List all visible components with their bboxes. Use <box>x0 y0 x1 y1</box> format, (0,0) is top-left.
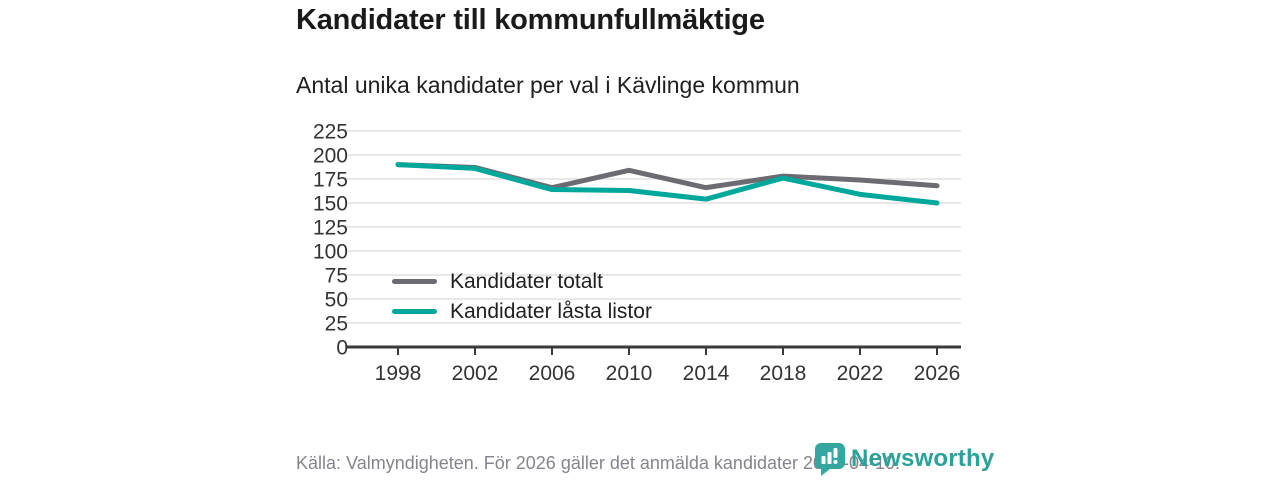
legend-swatch <box>392 308 437 314</box>
legend-label: Kandidater totalt <box>450 269 603 293</box>
y-tick-label: 0 <box>336 337 348 360</box>
newsworthy-wordmark: Newsworthy <box>851 445 995 472</box>
y-tick-label: 200 <box>313 145 348 168</box>
x-tick-label: 2022 <box>837 362 884 385</box>
line-chart: 0 25 50 75 100 125 150 175 200 225 1998 2002 2006 201… <box>290 118 990 398</box>
chart-subtitle: Antal unika kandidater per val i Kävling… <box>296 72 800 98</box>
page-title: Kandidater till kommunfullmäktige <box>296 4 765 36</box>
x-tick-label: 2014 <box>683 362 730 385</box>
y-tick-label: 150 <box>313 193 348 216</box>
x-tick-label: 2026 <box>914 362 961 385</box>
y-tick-label: 50 <box>325 289 348 312</box>
legend-item: Kandidater låsta listor <box>392 296 652 326</box>
x-tick-label: 2002 <box>452 362 499 385</box>
y-tick-label: 175 <box>313 169 348 192</box>
legend-swatch <box>392 278 437 284</box>
series-line-kandidater-l-sta-listor <box>395 162 940 206</box>
legend-label: Kandidater låsta listor <box>450 299 652 323</box>
x-tick-label: 2006 <box>529 362 576 385</box>
x-tick-label: 2010 <box>606 362 653 385</box>
newsworthy-logo: Newsworthy <box>813 441 994 477</box>
y-tick-label: 75 <box>325 265 348 288</box>
y-tick-label: 225 <box>313 121 348 144</box>
source-note: Källa: Valmyndigheten. För 2026 gäller d… <box>296 453 901 473</box>
y-tick-label: 125 <box>313 217 348 240</box>
y-tick-label: 100 <box>313 241 348 264</box>
chart-legend: Kandidater totalt Kandidater låsta listor <box>392 266 652 326</box>
y-tick-label: 25 <box>325 313 348 336</box>
x-tick-label: 2018 <box>760 362 807 385</box>
legend-item: Kandidater totalt <box>392 266 652 296</box>
x-tick-label: 1998 <box>375 362 422 385</box>
newsworthy-chart-bubble-icon <box>815 443 845 476</box>
